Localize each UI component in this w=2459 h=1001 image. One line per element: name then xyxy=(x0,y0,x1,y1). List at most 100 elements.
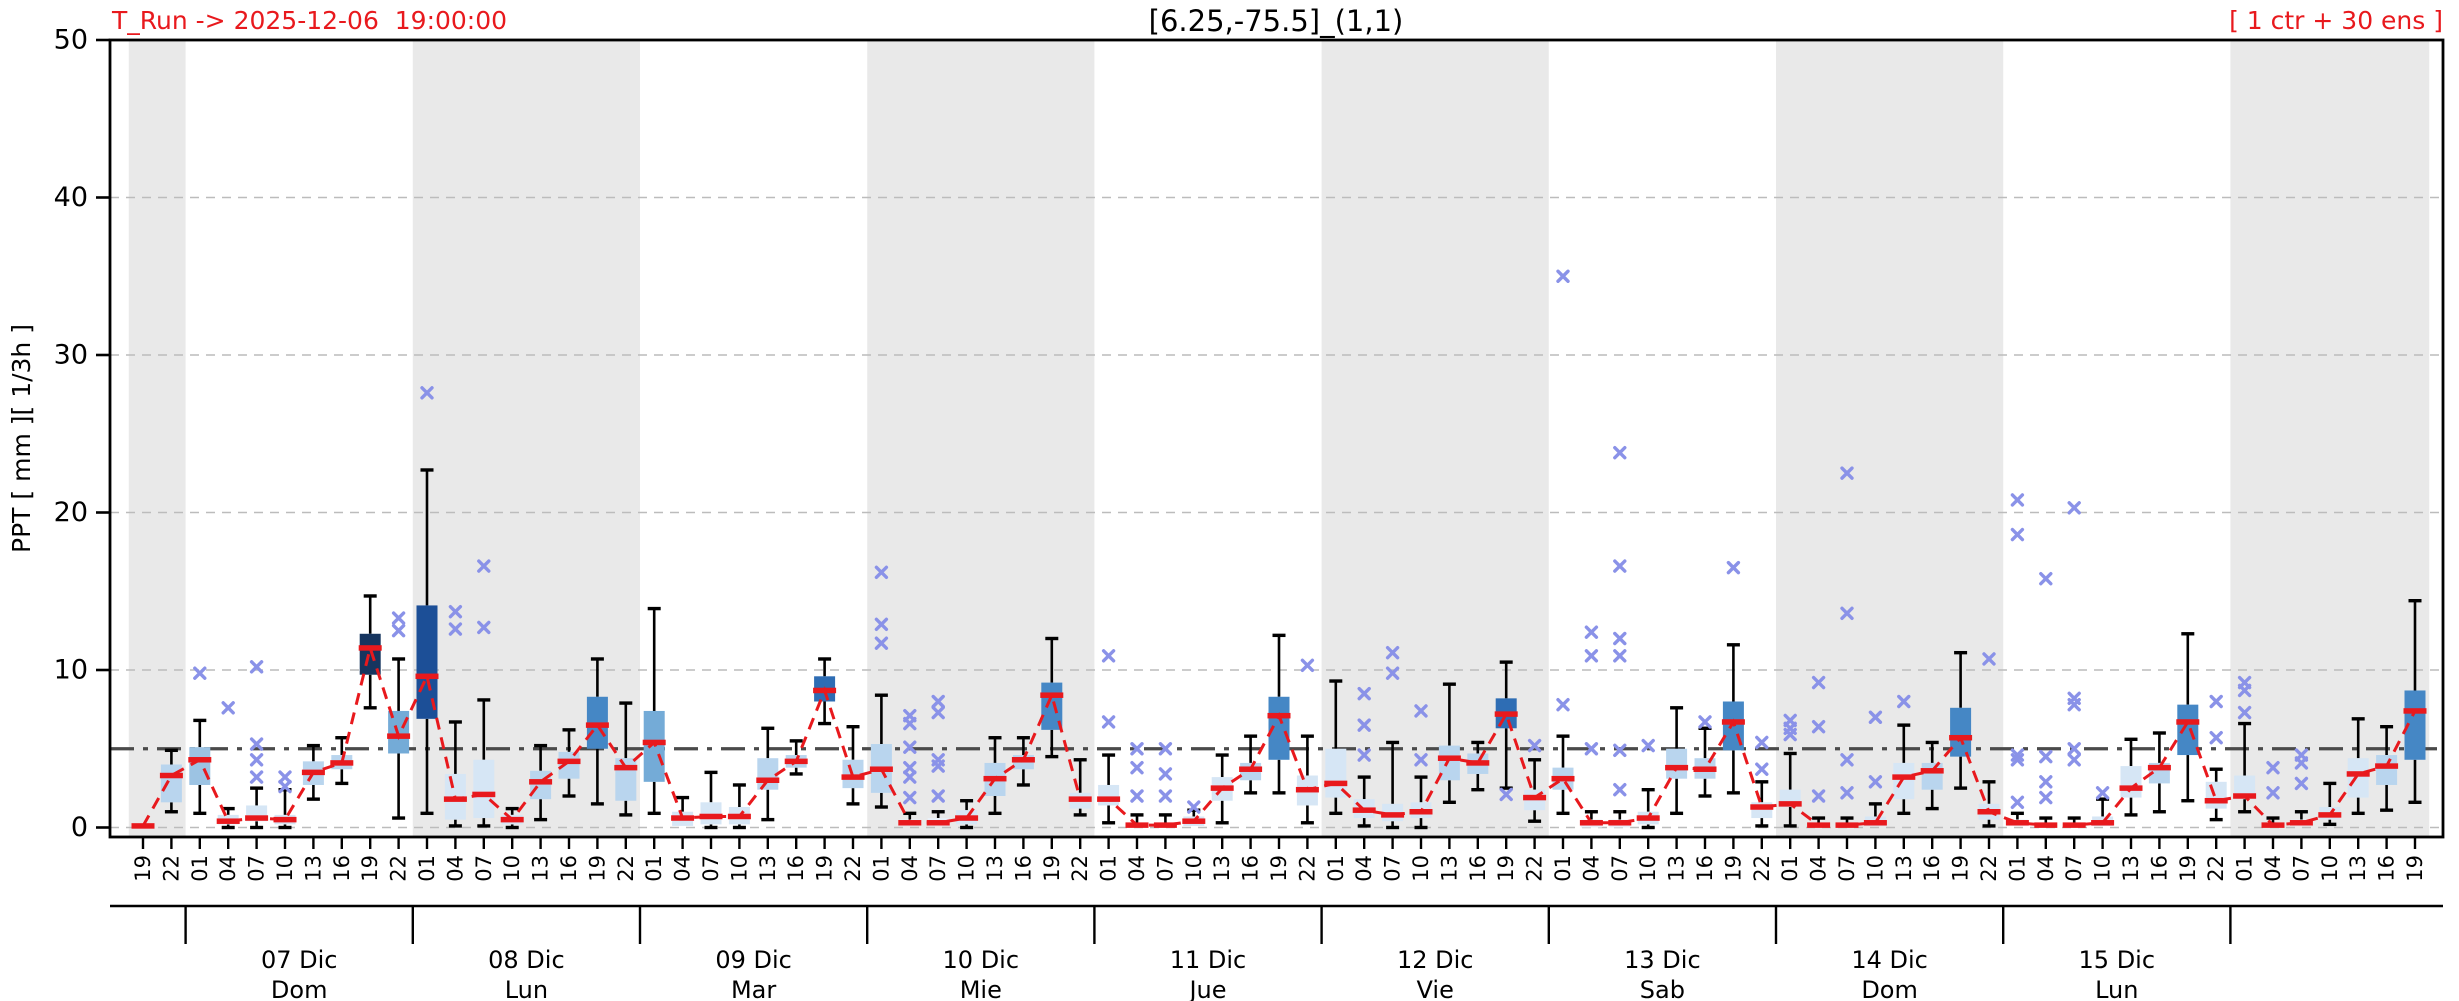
day-weekday-label: Lun xyxy=(2095,976,2138,1001)
hour-label: 19 xyxy=(1267,855,1291,882)
hour-label: 01 xyxy=(1097,855,1121,882)
median-dash xyxy=(1267,712,1291,719)
outlier-x-marker xyxy=(931,759,945,773)
median-dash xyxy=(1437,755,1461,761)
outlier-x-marker xyxy=(221,701,235,715)
outlier-x-marker xyxy=(931,694,945,709)
median-dash xyxy=(387,733,411,739)
hour-label: 19 xyxy=(1721,855,1745,882)
outlier-x-marker xyxy=(1868,775,1883,789)
outlier-x-marker xyxy=(1158,742,1173,756)
outlier-x-marker xyxy=(1840,753,1854,767)
y-axis: 0 10 20 30 40 50 PPT [ mm ][ 1/3h ] xyxy=(7,25,110,843)
hour-label: 13 xyxy=(1437,855,1461,882)
hour-label: 13 xyxy=(1892,855,1916,882)
median-dash xyxy=(415,673,439,680)
hour-label: 04 xyxy=(1807,855,1831,882)
median-dash xyxy=(1778,801,1802,807)
outlier-x-marker xyxy=(2010,795,2025,809)
outlier-x-marker xyxy=(1499,787,1513,802)
hour-label: 22 xyxy=(1523,855,1547,882)
hour-label: 04 xyxy=(1352,855,1376,882)
day-date-label: 07 Dic xyxy=(261,946,338,974)
outlier-x-marker xyxy=(874,636,889,650)
outlier-x-marker xyxy=(903,740,917,754)
hour-label: 01 xyxy=(415,855,439,882)
day-weekday-label: Mar xyxy=(731,976,776,1001)
y-axis-title: PPT [ mm ][ 1/3h ] xyxy=(7,324,36,553)
hour-label: 22 xyxy=(2204,855,2228,882)
outlier-x-marker xyxy=(2010,493,2025,507)
hour-label: 19 xyxy=(585,855,609,882)
median-dash xyxy=(983,775,1007,782)
day-date-label: 13 Dic xyxy=(1624,946,1701,974)
outlier-x-marker xyxy=(2266,786,2280,800)
median-dash xyxy=(1523,794,1547,801)
median-dash xyxy=(869,766,893,772)
hour-label: 22 xyxy=(1977,855,2001,882)
median-dash xyxy=(2062,822,2086,828)
day-date-label: 15 Dic xyxy=(2079,946,2156,974)
hour-label: 22 xyxy=(614,855,638,882)
median-dash xyxy=(898,820,922,826)
run-time-label: T_Run -> 2025-12-06 19:00:00 xyxy=(112,6,508,35)
day-weekday-label: Jue xyxy=(1187,976,1226,1001)
median-dash xyxy=(1040,692,1064,698)
median-dash xyxy=(1153,822,1177,828)
y-tick-label: 40 xyxy=(54,182,88,213)
median-dash xyxy=(1352,807,1376,813)
outlier-x-marker xyxy=(1584,649,1599,663)
day-weekday-label: Sab xyxy=(1640,976,1685,1001)
median-dash xyxy=(614,764,638,771)
outlier-x-marker xyxy=(1187,800,1201,814)
median-dash xyxy=(2375,763,2399,769)
median-dash xyxy=(841,774,865,780)
outlier-x-marker xyxy=(2237,683,2252,698)
day-date-label: 09 Dic xyxy=(715,946,792,974)
outlier-x-marker xyxy=(1755,735,1769,750)
median-dash xyxy=(1693,766,1717,772)
median-dash xyxy=(2034,822,2058,828)
hour-label: 22 xyxy=(1068,855,1092,882)
median-dash xyxy=(2204,797,2228,804)
iqr-box xyxy=(2205,781,2227,809)
day-weekday-label: Dom xyxy=(1861,976,1918,1001)
hour-label: 16 xyxy=(1693,855,1717,882)
median-dash xyxy=(699,813,723,820)
night-day-band xyxy=(1776,40,2004,837)
hour-label: 10 xyxy=(955,855,979,882)
hour-label: 07 xyxy=(1608,855,1632,882)
hour-label: 16 xyxy=(557,855,581,882)
hour-label: 10 xyxy=(727,855,751,882)
median-dash xyxy=(671,815,695,821)
median-dash xyxy=(1977,809,2001,815)
iqr-box xyxy=(558,751,580,779)
median-dash xyxy=(529,779,553,785)
outlier-x-marker xyxy=(931,705,945,720)
outlier-x-marker xyxy=(1357,748,1371,762)
outlier-x-marker xyxy=(1414,704,1428,718)
median-dash xyxy=(2403,708,2427,714)
outlier-x-marker xyxy=(391,623,406,638)
iqr-box xyxy=(1268,696,1290,760)
day-date-label: 11 Dic xyxy=(1170,946,1247,974)
outlier-x-marker xyxy=(1300,658,1315,672)
hour-label: 10 xyxy=(2091,855,2115,882)
outlier-x-marker xyxy=(1357,686,1371,701)
median-marker-group xyxy=(131,645,2427,829)
median-dash xyxy=(1665,764,1689,771)
hour-label: 22 xyxy=(387,855,411,882)
iqr-box xyxy=(1098,784,1120,806)
hour-label: 19 xyxy=(1040,855,1064,882)
hour-label: 19 xyxy=(358,855,382,882)
outlier-x-marker xyxy=(1130,742,1144,756)
hour-label: 01 xyxy=(2005,855,2029,882)
outlier-x-marker xyxy=(874,565,889,580)
iqr-box xyxy=(615,758,637,801)
hour-label: 07 xyxy=(245,855,269,882)
iqr-box xyxy=(700,802,722,825)
median-dash xyxy=(642,739,666,746)
hour-label: 01 xyxy=(642,855,666,882)
median-dash xyxy=(1892,774,1916,780)
